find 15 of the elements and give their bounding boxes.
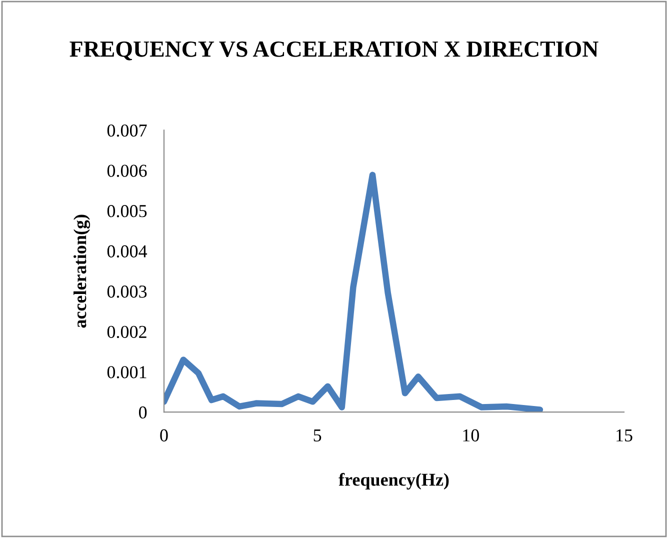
y-tick-label: 0.003 bbox=[107, 286, 147, 298]
x-axis-title: frequency(Hz) bbox=[338, 472, 449, 490]
x-tick-label: 5 bbox=[314, 429, 322, 442]
chart-title: FREQUENCY VS ACCELERATION X DIRECTION bbox=[70, 41, 598, 60]
x-tick-label: 15 bbox=[616, 429, 632, 442]
x-tick-label: 10 bbox=[463, 429, 479, 442]
y-tick-label: 0.002 bbox=[107, 326, 146, 338]
y-tick-label: 0.005 bbox=[107, 205, 147, 218]
y-tick-label: 0.006 bbox=[107, 164, 147, 177]
y-tick-label: 0.007 bbox=[107, 124, 147, 137]
y-tick-label: 0.001 bbox=[107, 366, 146, 378]
y-tick-label: 0.004 bbox=[107, 245, 148, 258]
y-tick-label: 0 bbox=[138, 406, 147, 419]
y-axis-title: acceleration(g) bbox=[74, 214, 90, 328]
x-tick-label: 0 bbox=[160, 429, 168, 442]
